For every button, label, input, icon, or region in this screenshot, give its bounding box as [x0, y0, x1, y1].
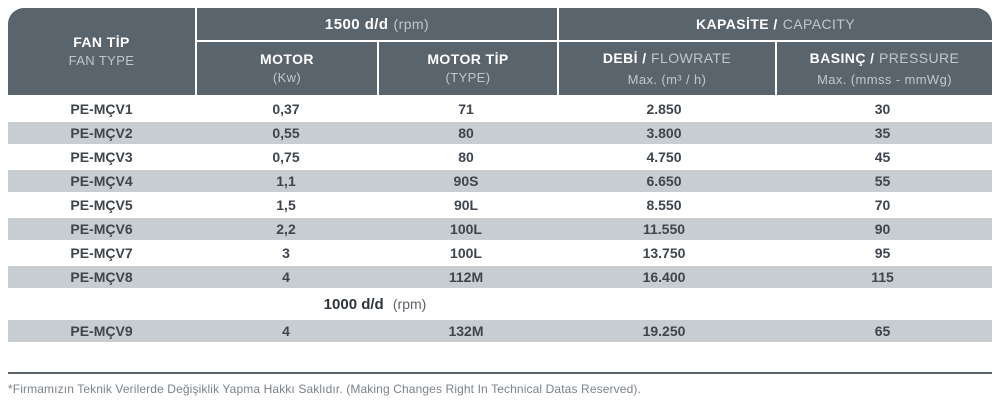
cell-motor-type: 100L	[450, 221, 482, 237]
cell-fan-type: PE-MÇV1	[70, 101, 133, 117]
cell-motor-kw: 2,2	[276, 221, 296, 237]
table-row: PE-MÇV1 0,37 71 2.850 30	[8, 97, 992, 121]
table-row: PE-MÇV8 4 112M 16.400 115	[8, 265, 992, 289]
table-row: PE-MÇV7 3 100L 13.750 95	[8, 241, 992, 265]
cell-flowrate: 3.800	[646, 125, 682, 141]
header-cell-pressure: BASINÇ / PRESSURE Max. (mmss - mmWg)	[777, 42, 992, 95]
basinc-line: BASINÇ / PRESSURE	[810, 47, 960, 70]
cell-motor-type: 80	[458, 149, 474, 165]
cell-motor-type: 71	[458, 101, 474, 117]
basinc-label: BASINÇ /	[809, 50, 875, 67]
rpm1500-label: 1500 d/d	[324, 15, 389, 33]
cell-pressure: 35	[874, 125, 891, 141]
motor-label: MOTOR	[260, 50, 314, 67]
header-cell-fan-type: FAN TİP FAN TYPE	[8, 8, 195, 95]
cell-fan-type: PE-MÇV3	[70, 149, 133, 165]
cell-pressure: 70	[874, 197, 891, 213]
header-cell-flowrate: DEBİ / FLOWRATE Max. (m³ / h)	[559, 42, 775, 95]
rpm-1000-separator-row: 1000 d/d (rpm)	[8, 289, 992, 319]
cell-motor-kw: 1,5	[276, 197, 296, 213]
cell-fan-type: PE-MÇV2	[70, 125, 133, 141]
cell-fan-type: PE-MÇV8	[70, 269, 133, 285]
cell-flowrate: 11.550	[642, 221, 686, 237]
table-row: PE-MÇV3 0,75 80 4.750 45	[8, 145, 992, 169]
cell-motor-kw: 1,1	[276, 173, 296, 189]
cell-flowrate: 8.550	[646, 197, 682, 213]
header-subrow-motor: MOTOR (Kw) MOTOR TİP (TYPE)	[197, 42, 557, 95]
table-body: PE-MÇV1 0,37 71 2.850 30 PE-MÇV2 0,55 80…	[8, 97, 992, 343]
rpm1000-unit: (rpm)	[392, 295, 427, 312]
cell-motor-type: 90S	[453, 173, 479, 189]
cell-motor-kw: 4	[282, 269, 290, 285]
cell-fan-type: PE-MÇV9	[70, 323, 133, 339]
cell-pressure: 30	[874, 101, 891, 117]
header-cell-motor-type: MOTOR TİP (TYPE)	[379, 42, 557, 95]
cell-fan-type: PE-MÇV4	[70, 173, 133, 189]
header-subrow-capacity: DEBİ / FLOWRATE Max. (m³ / h) BASINÇ / P…	[559, 42, 992, 95]
cell-motor-type: 100L	[450, 245, 482, 261]
cell-pressure: 95	[874, 245, 891, 261]
cell-flowrate: 4.750	[646, 149, 682, 165]
pressure-label: PRESSURE	[878, 50, 960, 67]
cell-flowrate: 2.850	[646, 101, 682, 117]
cell-motor-kw: 0,75	[272, 149, 300, 165]
rpm-1000-label: 1000 d/d (rpm)	[195, 296, 555, 313]
header-cell-motor: MOTOR (Kw)	[197, 42, 377, 95]
cell-flowrate: 13.750	[642, 245, 686, 261]
cell-pressure: 90	[874, 221, 891, 237]
table-row: PE-MÇV4 1,1 90S 6.650 55	[8, 169, 992, 193]
table-row: PE-MÇV2 0,55 80 3.800 35	[8, 121, 992, 145]
cell-motor-kw: 3	[282, 245, 290, 261]
cell-pressure: 115	[871, 269, 894, 285]
cell-motor-kw: 0,37	[272, 101, 300, 117]
header-cell-capacity: KAPASİTE / CAPACITY	[559, 8, 992, 40]
debi-line: DEBİ / FLOWRATE	[603, 47, 731, 70]
header-group-capacity: KAPASİTE / CAPACITY DEBİ / FLOWRATE Max.…	[559, 8, 992, 95]
cell-pressure: 65	[874, 323, 891, 339]
header-cell-1500rpm: 1500 d/d (rpm)	[197, 8, 557, 40]
cell-motor-type: 112M	[448, 269, 484, 285]
header-fan-type-label: FAN TYPE	[68, 53, 135, 69]
cell-fan-type: PE-MÇV6	[70, 221, 133, 237]
cell-pressure: 45	[874, 149, 891, 165]
cell-fan-type: PE-MÇV5	[70, 197, 133, 213]
motor-tip-label: MOTOR TİP	[427, 50, 509, 67]
flowrate-unit: Max. (m³ / h)	[627, 71, 707, 87]
debi-label: DEBİ /	[602, 50, 647, 67]
capacity-label: CAPACITY	[782, 16, 856, 32]
kapasite-label: KAPASİTE /	[695, 16, 778, 32]
cell-fan-type: PE-MÇV7	[70, 245, 133, 261]
footer-note: *Firmamızın Teknik Verilerde Değişiklik …	[8, 382, 641, 396]
cell-flowrate: 19.250	[642, 323, 686, 339]
cell-motor-kw: 4	[282, 323, 290, 339]
table-row: PE-MÇV6 2,2 100L 11.550 90	[8, 217, 992, 241]
header-group-1500rpm: 1500 d/d (rpm) MOTOR (Kw) MOTOR TİP (TYP…	[197, 8, 557, 95]
motor-tip-unit: (TYPE)	[445, 70, 491, 86]
cell-motor-kw: 0,55	[272, 125, 300, 141]
header-fan-tip-label: FAN TİP	[73, 33, 130, 50]
motor-unit: (Kw)	[272, 70, 302, 86]
rpm1500-unit: (rpm)	[393, 16, 430, 32]
flowrate-label: FLOWRATE	[651, 50, 732, 67]
pressure-unit: Max. (mmss - mmWg)	[817, 71, 952, 87]
footer-divider	[8, 372, 992, 374]
cell-motor-type: 90L	[453, 197, 479, 213]
cell-flowrate: 16.400	[642, 269, 686, 285]
cell-flowrate: 6.650	[646, 173, 682, 189]
table-row: PE-MÇV9 4 132M 19.250 65	[8, 319, 992, 343]
cell-pressure: 55	[874, 173, 891, 189]
table-header: FAN TİP FAN TYPE 1500 d/d (rpm) MOTOR (K…	[8, 8, 992, 95]
table-row: PE-MÇV5 1,5 90L 8.550 70	[8, 193, 992, 217]
fan-spec-table: FAN TİP FAN TYPE 1500 d/d (rpm) MOTOR (K…	[8, 8, 992, 396]
rpm1000-bold: 1000 d/d	[323, 295, 384, 313]
cell-motor-type: 132M	[448, 323, 484, 339]
cell-motor-type: 80	[458, 125, 474, 141]
